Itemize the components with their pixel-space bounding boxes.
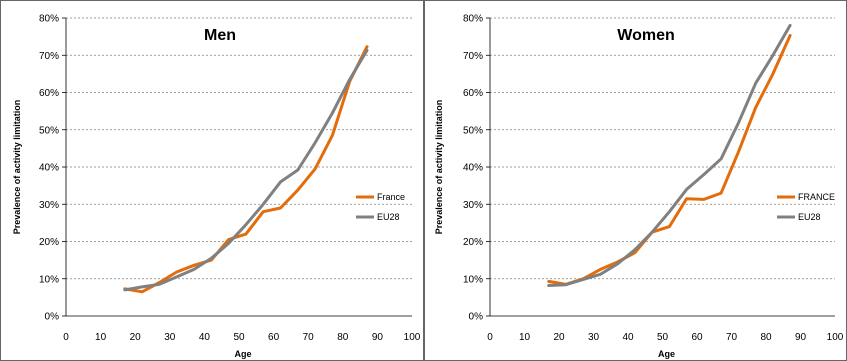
y-tick-label: 70% — [463, 51, 483, 62]
x-tick-label: 10 — [519, 332, 531, 343]
y-tick-label: 0% — [45, 312, 60, 323]
y-tick-label: 0% — [469, 312, 484, 323]
legend-label-eu28: EU28 — [798, 212, 821, 222]
x-tick-label: 70 — [303, 332, 315, 343]
y-tick-label: 60% — [463, 88, 483, 99]
x-tick-label: 80 — [337, 332, 349, 343]
x-tick-label: 40 — [622, 332, 634, 343]
x-tick-label: 50 — [233, 332, 245, 343]
x-tick-label: 10 — [95, 332, 107, 343]
x-tick-label: 30 — [164, 332, 176, 343]
y-tick-label: 80% — [463, 14, 483, 25]
x-tick-label: 60 — [268, 332, 280, 343]
y-tick-label: 50% — [39, 125, 59, 136]
y-tick-label: 40% — [39, 163, 59, 174]
chart-men: 0% 10% 20% 30% 40% 50% 60% 70% 80% 0 10 20 30 40 50 60 7… — [0, 0, 424, 361]
x-axis-label: Age — [658, 349, 675, 359]
chart-border — [0, 0, 424, 361]
y-tick-label: 10% — [39, 274, 59, 285]
y-tick-label: 70% — [39, 51, 59, 62]
x-tick-label: 100 — [827, 332, 844, 343]
x-tick-label: 60 — [691, 332, 703, 343]
x-tick-label: 100 — [404, 332, 421, 343]
y-tick-label: 30% — [463, 200, 483, 211]
y-tick-label: 20% — [463, 237, 483, 248]
series-line-france — [547, 34, 792, 286]
x-tick-label: 80 — [760, 332, 772, 343]
x-tick-label: 0 — [63, 332, 69, 343]
series-line-eu28 — [547, 23, 792, 287]
chart-title: Women — [617, 27, 674, 44]
x-tick-label: 90 — [372, 332, 384, 343]
y-tick-label: 40% — [463, 163, 483, 174]
legend-label-france: FRANCE — [798, 192, 835, 202]
x-axis-label: Age — [234, 349, 251, 359]
y-tick-label: 30% — [39, 200, 59, 211]
y-tick-label: 10% — [463, 274, 483, 285]
x-tick-label: 90 — [795, 332, 807, 343]
y-tick-label: 80% — [39, 14, 59, 25]
x-tick-label: 30 — [588, 332, 600, 343]
x-tick-label: 40 — [199, 332, 211, 343]
chart-title: Men — [204, 27, 236, 44]
x-tick-label: 20 — [553, 332, 565, 343]
x-tick-label: 50 — [657, 332, 669, 343]
series-line-eu28 — [123, 48, 369, 292]
legend-label-eu28: EU28 — [377, 212, 400, 222]
x-tick-label: 70 — [726, 332, 738, 343]
x-tick-label: 0 — [487, 332, 493, 343]
legend-label-france: France — [377, 192, 405, 202]
y-axis-label: Prevalence of activity limitation — [434, 100, 444, 235]
chart-women: 0% 10% 20% 30% 40% 50% 60% 70% 80% 0 10 20 30 40 50 60 7… — [424, 0, 847, 361]
y-tick-label: 60% — [39, 88, 59, 99]
y-axis-label: Prevalence of activity limitation — [12, 100, 22, 235]
x-tick-label: 20 — [130, 332, 142, 343]
y-tick-label: 50% — [463, 125, 483, 136]
series-line-france — [123, 45, 369, 294]
y-tick-label: 20% — [39, 237, 59, 248]
